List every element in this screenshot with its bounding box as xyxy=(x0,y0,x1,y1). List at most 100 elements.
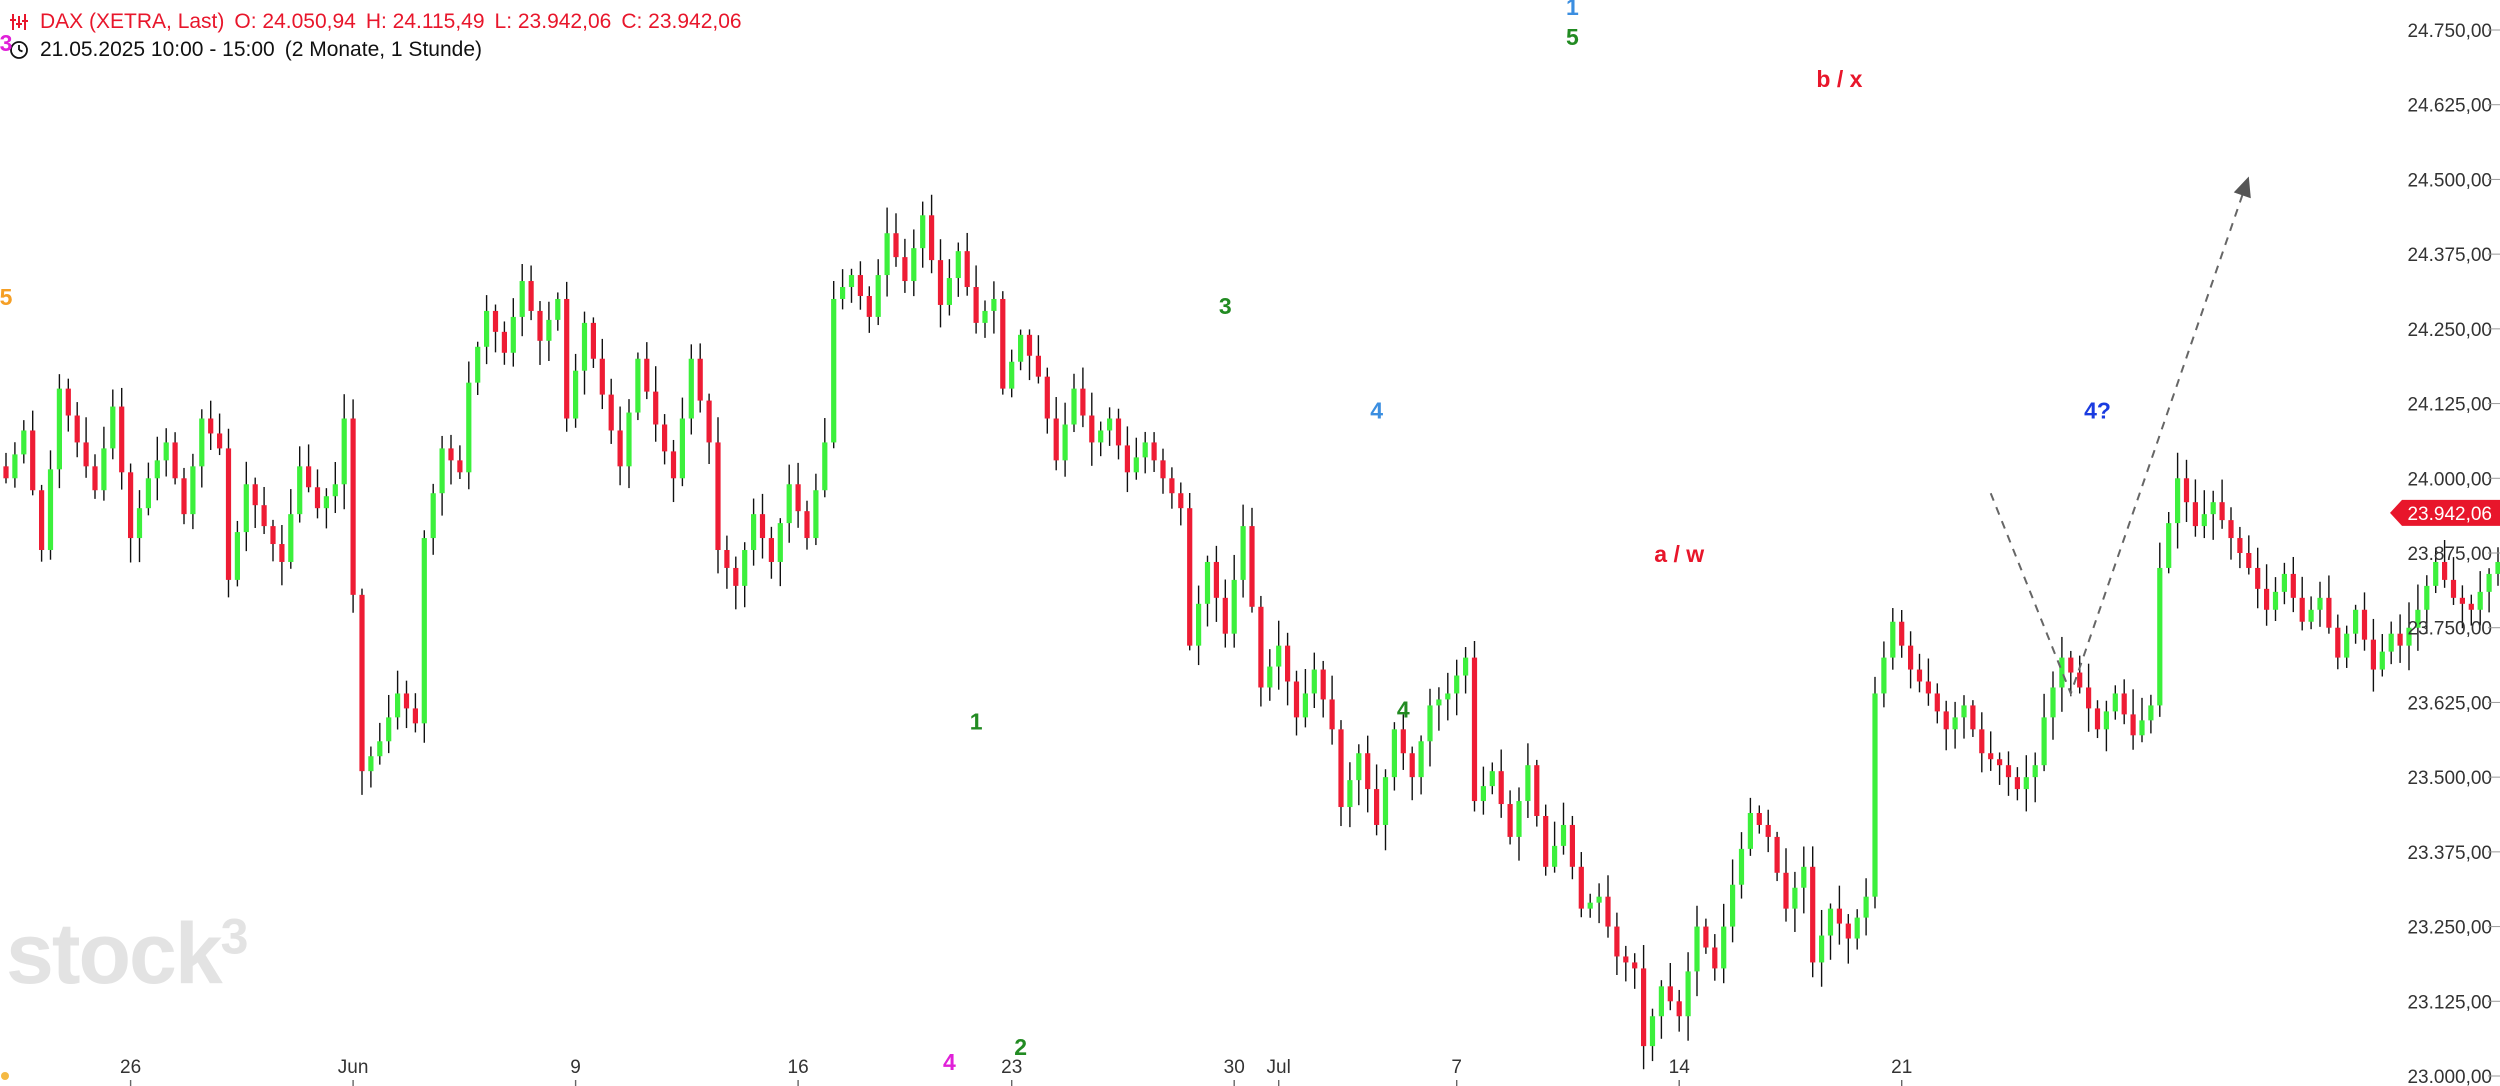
candle-body[interactable] xyxy=(1560,824,1567,846)
candle-body[interactable] xyxy=(2264,588,2270,610)
candle-body[interactable] xyxy=(1107,418,1113,431)
candle-body[interactable] xyxy=(2068,657,2074,673)
candle-body[interactable] xyxy=(2495,561,2500,574)
candle-body[interactable] xyxy=(946,278,952,305)
candle-body[interactable] xyxy=(119,406,125,473)
candle-body[interactable] xyxy=(2192,502,2198,527)
candle-body[interactable] xyxy=(617,430,623,467)
candle-body[interactable] xyxy=(1623,956,1629,963)
candle-body[interactable] xyxy=(403,693,410,709)
candle-body[interactable] xyxy=(2433,561,2439,586)
candle-body[interactable] xyxy=(1071,388,1077,425)
candle-body[interactable] xyxy=(2157,567,2163,706)
candle-body[interactable] xyxy=(2415,609,2421,628)
candle-body[interactable] xyxy=(1471,657,1478,802)
candle-body[interactable] xyxy=(1658,986,1664,1017)
candle-body[interactable] xyxy=(1836,908,1842,924)
candle-body[interactable] xyxy=(2477,591,2483,610)
candle-body[interactable] xyxy=(1240,526,1246,580)
candle-body[interactable] xyxy=(2210,502,2216,515)
candle-body[interactable] xyxy=(929,215,935,261)
candle-body[interactable] xyxy=(2379,651,2385,670)
candle-body[interactable] xyxy=(777,523,783,562)
candle-body[interactable] xyxy=(1293,681,1300,718)
candle-body[interactable] xyxy=(1489,771,1495,787)
candle-body[interactable] xyxy=(181,478,187,515)
candlestick-icon[interactable] xyxy=(8,11,30,33)
candle-body[interactable] xyxy=(1756,813,1762,825)
candle-body[interactable] xyxy=(2121,693,2127,715)
candle-body[interactable] xyxy=(1614,926,1620,957)
candle-body[interactable] xyxy=(1712,947,1718,969)
candle-body[interactable] xyxy=(2406,627,2412,646)
candle-body[interactable] xyxy=(751,514,757,551)
candle-body[interactable] xyxy=(341,418,347,485)
candle-body[interactable] xyxy=(448,448,454,461)
candle-body[interactable] xyxy=(279,544,285,562)
candle-body[interactable] xyxy=(1970,705,1976,730)
candle-body[interactable] xyxy=(466,382,472,473)
candle-body[interactable] xyxy=(1765,824,1771,837)
candle-body[interactable] xyxy=(2139,720,2145,736)
candle-body[interactable] xyxy=(1204,561,1211,604)
candle-body[interactable] xyxy=(1160,460,1166,479)
candle-body[interactable] xyxy=(1721,926,1727,969)
candle-body[interactable] xyxy=(1285,645,1291,682)
candle-body[interactable] xyxy=(528,281,534,311)
candle-body[interactable] xyxy=(1347,780,1353,808)
candle-body[interactable] xyxy=(74,415,80,443)
candle-body[interactable] xyxy=(1400,729,1406,754)
candle-body[interactable] xyxy=(1578,866,1584,909)
candle-body[interactable] xyxy=(733,567,739,586)
candle-body[interactable] xyxy=(199,418,205,467)
candle-body[interactable] xyxy=(2459,597,2465,604)
candle-body[interactable] xyxy=(1382,777,1389,825)
candle-body[interactable] xyxy=(1605,896,1611,927)
candle-body[interactable] xyxy=(1525,765,1531,802)
candle-body[interactable] xyxy=(991,298,997,311)
candle-body[interactable] xyxy=(145,478,151,509)
candle-body[interactable] xyxy=(1961,705,1967,718)
candle-body[interactable] xyxy=(742,550,748,586)
candle-body[interactable] xyxy=(270,526,276,545)
candle-body[interactable] xyxy=(1916,669,1923,682)
candle-body[interactable] xyxy=(234,532,240,580)
candle-body[interactable] xyxy=(1320,669,1326,700)
candle-body[interactable] xyxy=(857,275,863,296)
candle-body[interactable] xyxy=(831,298,837,443)
candle-body[interactable] xyxy=(1774,836,1780,873)
candle-body[interactable] xyxy=(243,484,249,533)
candle-body[interactable] xyxy=(368,756,374,772)
candle-body[interactable] xyxy=(56,388,62,470)
candle-body[interactable] xyxy=(893,233,899,258)
candle-body[interactable] xyxy=(2166,523,2172,568)
candle-body[interactable] xyxy=(386,717,392,742)
candle-body[interactable] xyxy=(2353,609,2359,634)
candle-body[interactable] xyxy=(1151,442,1157,461)
candle-body[interactable] xyxy=(2032,765,2038,778)
candle-body[interactable] xyxy=(1169,478,1175,494)
candle-body[interactable] xyxy=(1979,729,1985,754)
candle-body[interactable] xyxy=(2130,714,2136,736)
candle-body[interactable] xyxy=(395,693,401,718)
candle-body[interactable] xyxy=(2086,687,2092,709)
candle-body[interactable] xyxy=(136,508,143,539)
candle-body[interactable] xyxy=(982,310,988,323)
candle-body[interactable] xyxy=(359,594,365,772)
candle-body[interactable] xyxy=(608,394,614,431)
candle-body[interactable] xyxy=(412,708,418,724)
candle-body[interactable] xyxy=(261,505,267,527)
candle-body[interactable] xyxy=(1231,579,1237,634)
candle-body[interactable] xyxy=(2237,538,2243,553)
candle-body[interactable] xyxy=(377,741,383,757)
candle-body[interactable] xyxy=(1213,561,1219,598)
candle-body[interactable] xyxy=(1943,711,1949,730)
candle-body[interactable] xyxy=(297,466,303,515)
candle-body[interactable] xyxy=(3,466,9,479)
candle-body[interactable] xyxy=(83,442,89,467)
candle-body[interactable] xyxy=(1009,361,1015,389)
candle-body[interactable] xyxy=(306,466,312,488)
candle-body[interactable] xyxy=(599,358,605,395)
candle-body[interactable] xyxy=(1543,815,1549,867)
candle-body[interactable] xyxy=(1641,968,1647,1047)
